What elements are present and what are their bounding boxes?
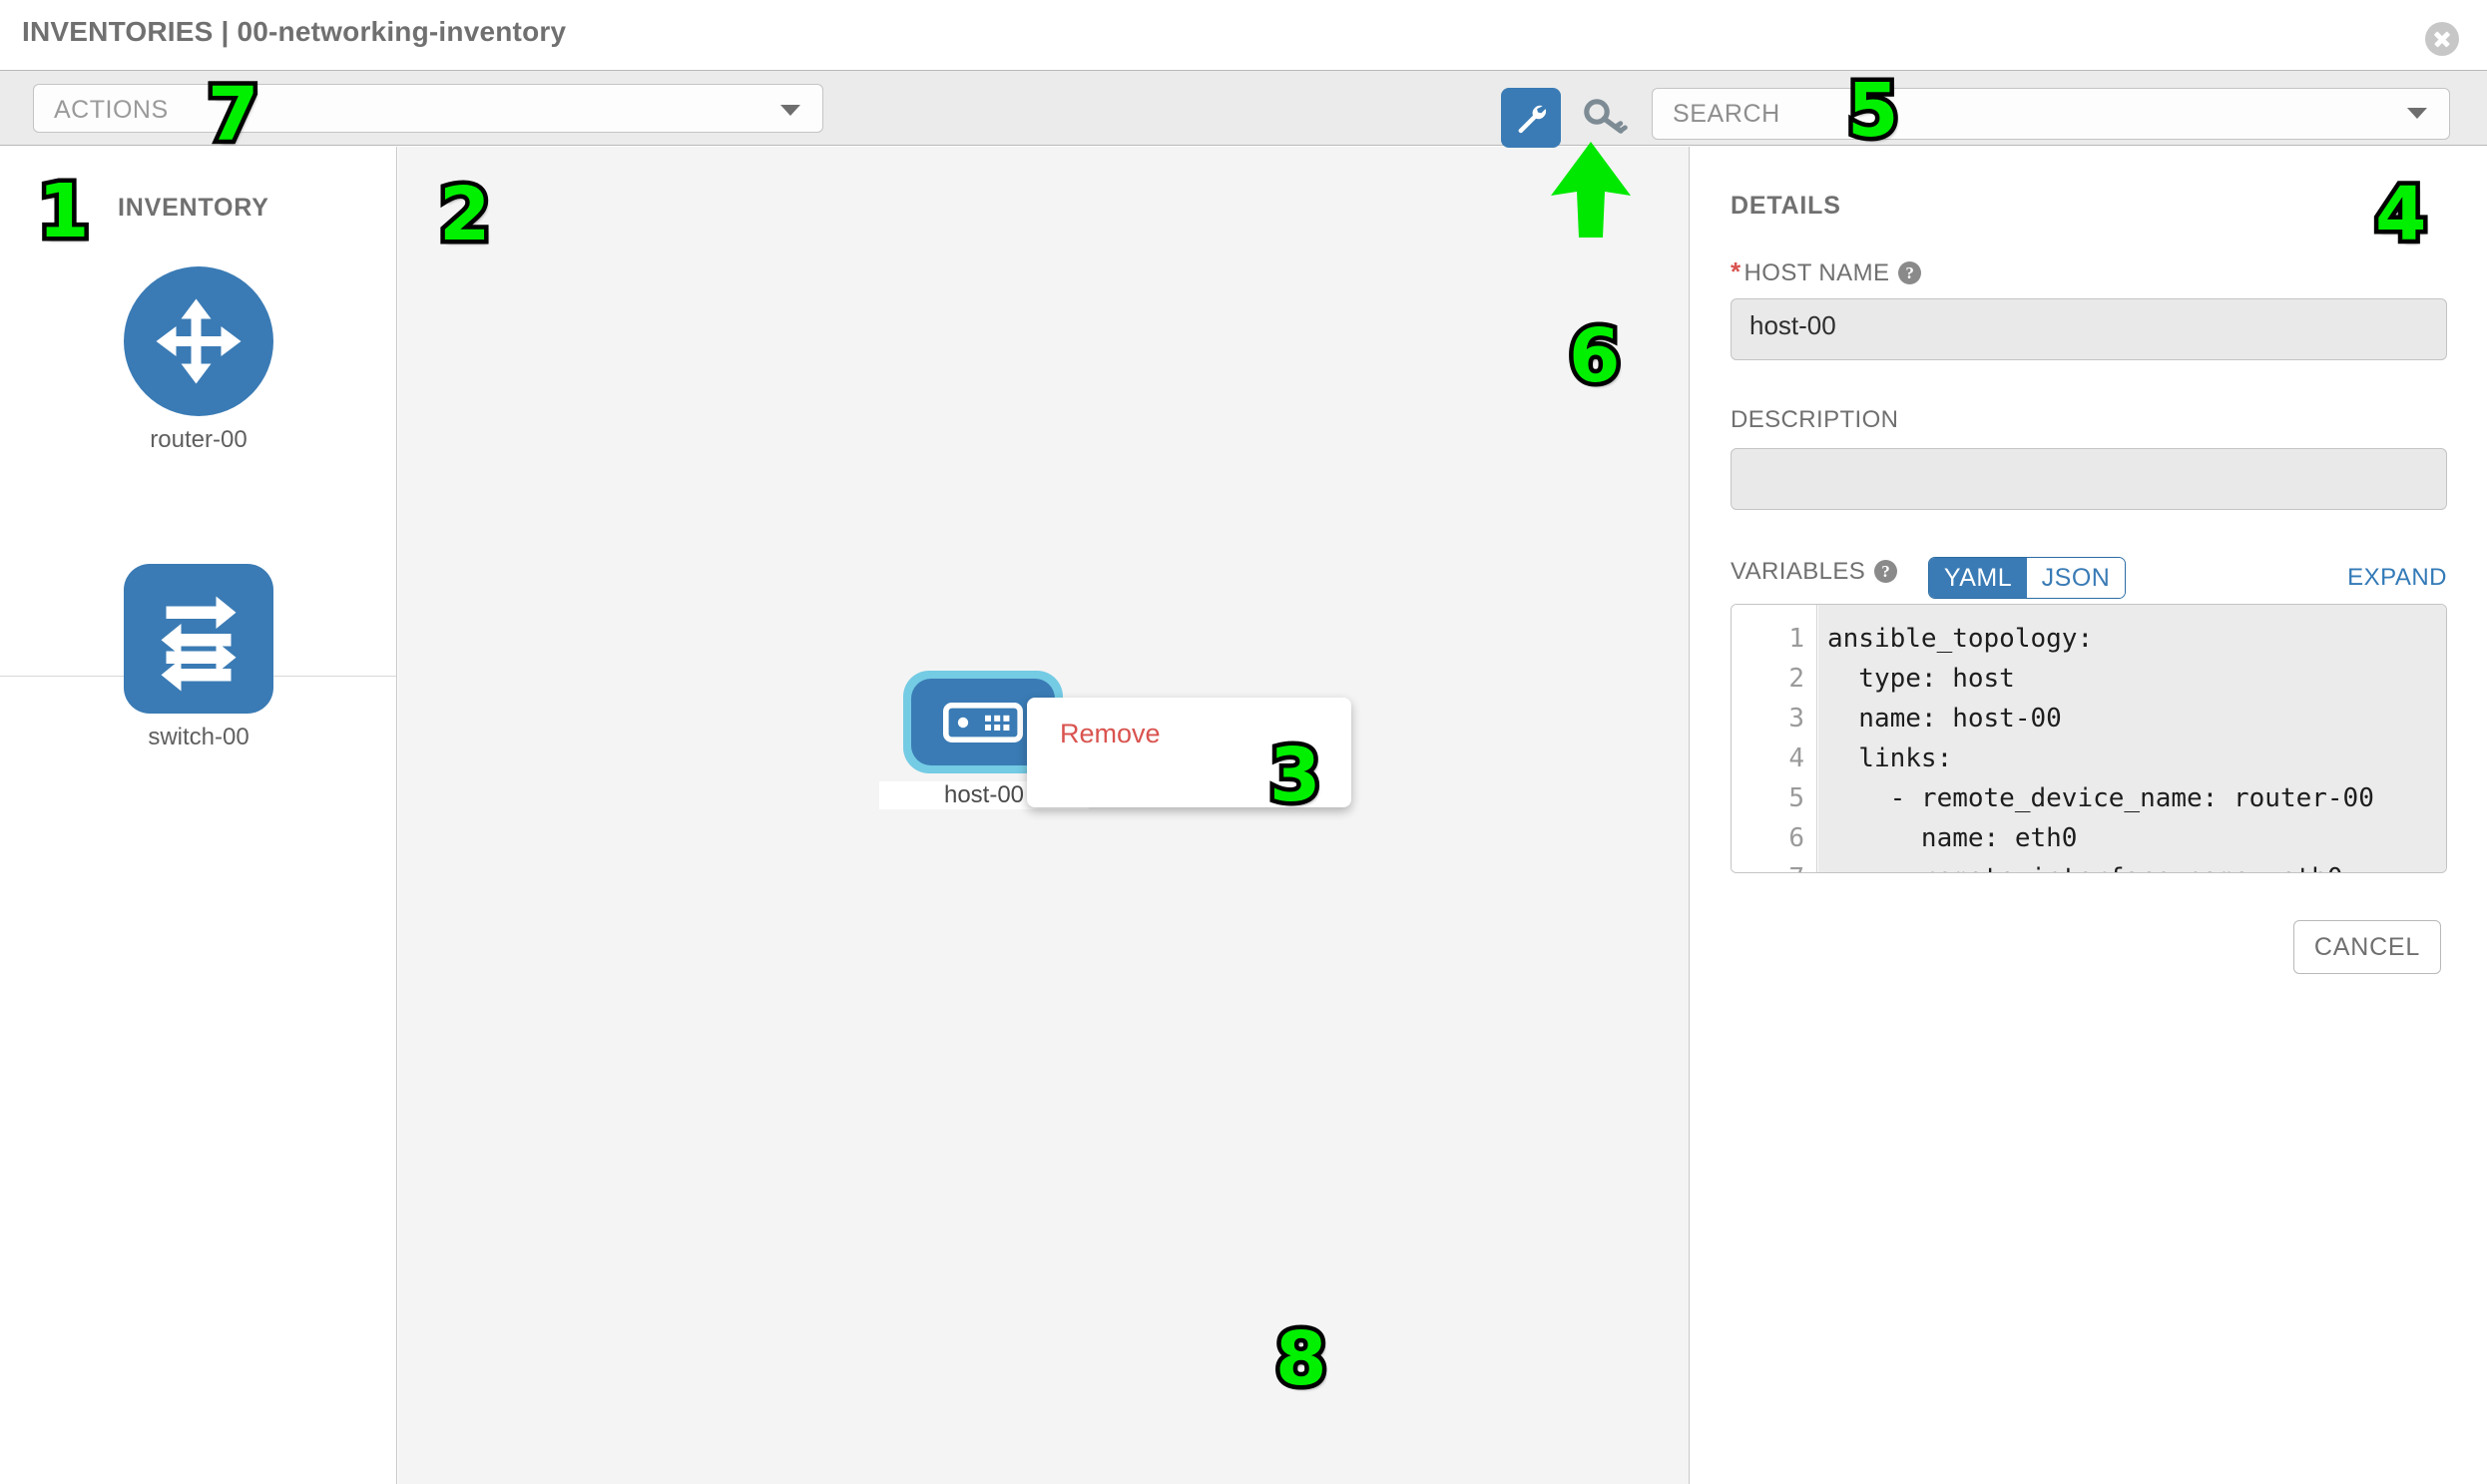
description-label: DESCRIPTION <box>1731 406 1899 433</box>
variables-format-toggle[interactable]: YAML JSON <box>1928 557 2126 599</box>
variables-label-text: VARIABLES <box>1731 558 1866 585</box>
code-line: name: host-00 <box>1827 704 2062 734</box>
code-line-number: 3 <box>1788 704 1804 734</box>
code-line: remote_interface_name: eth0 <box>1827 858 2446 872</box>
code-line: ansible_topology: <box>1827 624 2094 654</box>
actions-dropdown[interactable]: ACTIONS <box>33 84 823 133</box>
expand-link[interactable]: EXPAND <box>2347 564 2447 591</box>
search-input[interactable]: SEARCH <box>1652 88 2450 140</box>
close-icon[interactable] <box>2425 22 2459 56</box>
code-line: name: eth0 <box>1827 823 2078 853</box>
code-line: type: host <box>1827 664 2015 694</box>
host-name-label-text: HOST NAME <box>1743 259 1890 286</box>
variables-code-editor[interactable]: 1 2 3 4 5 6 7 ansible_topology: type: ho… <box>1731 604 2447 873</box>
format-option-json[interactable]: JSON <box>2027 558 2125 598</box>
code-lines: ansible_topology: type: host name: host-… <box>1818 605 2446 872</box>
actions-dropdown-label: ACTIONS <box>54 96 169 124</box>
code-line: links: <box>1827 743 1953 773</box>
router-icon <box>124 266 273 416</box>
description-field[interactable] <box>1731 448 2447 510</box>
cancel-button-label: CANCEL <box>2313 933 2421 961</box>
code-line: - remote_device_name: router-00 <box>1827 783 2374 813</box>
node-context-menu[interactable]: Details Remove <box>1027 698 1351 807</box>
code-line-number: 5 <box>1788 783 1804 813</box>
sidebar-item-label: router-00 <box>150 426 248 453</box>
topology-canvas[interactable]: host-00 Details Remove 120% <box>398 147 1690 1484</box>
details-heading: DETAILS <box>1731 192 1841 220</box>
variables-label: VARIABLES? <box>1731 558 1898 586</box>
format-option-yaml[interactable]: YAML <box>1929 558 2027 598</box>
page-title: INVENTORIES | 00-networking-inventory <box>22 16 567 47</box>
window-titlebar: INVENTORIES | 00-networking-inventory <box>0 0 2487 70</box>
host-name-value: host-00 <box>1749 310 1836 340</box>
code-line-number: 7 <box>1732 858 1816 872</box>
chevron-down-icon <box>780 105 800 116</box>
cancel-button[interactable]: CANCEL <box>2293 920 2441 974</box>
required-marker: * <box>1731 256 1741 286</box>
code-line-number: 6 <box>1788 823 1804 853</box>
code-gutter: 1 2 3 4 5 6 7 <box>1732 605 1817 872</box>
code-line-number: 4 <box>1788 743 1804 773</box>
code-line-number: 2 <box>1788 664 1804 694</box>
host-name-label: * HOST NAME? <box>1731 256 1922 287</box>
search-placeholder: SEARCH <box>1673 100 1780 128</box>
key-icon[interactable] <box>1579 92 1631 144</box>
switch-icon <box>124 564 273 714</box>
canvas-node-host-00[interactable] <box>903 671 1063 773</box>
sidebar-item-label: switch-00 <box>148 724 249 750</box>
host-name-field[interactable]: host-00 <box>1731 298 2447 360</box>
sidebar-item-router-00[interactable]: router-00 <box>0 266 397 454</box>
context-menu-item-remove[interactable]: Remove <box>1060 719 1161 748</box>
sidebar-item-switch-00[interactable]: switch-00 <box>0 564 397 751</box>
help-icon[interactable]: ? <box>1898 261 1922 284</box>
sidebar-heading: INVENTORY <box>118 194 269 222</box>
server-icon <box>942 702 1024 747</box>
code-line-number: 1 <box>1788 624 1804 654</box>
inventory-sidebar: INVENTORY router-00 <box>0 147 397 1484</box>
help-icon[interactable]: ? <box>1874 560 1898 583</box>
code-text-area[interactable]: ansible_topology: type: host name: host-… <box>1818 605 2446 872</box>
code-gutter-lines: 1 2 3 4 5 6 7 <box>1732 605 1816 872</box>
wrench-icon[interactable] <box>1501 88 1561 148</box>
chevron-down-icon[interactable] <box>2407 108 2427 119</box>
